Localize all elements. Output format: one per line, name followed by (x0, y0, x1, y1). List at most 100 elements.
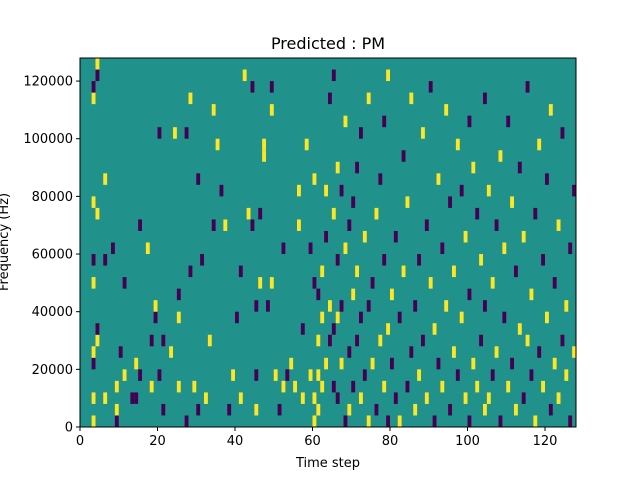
heatmap-cell (498, 415, 503, 427)
plot-area (79, 57, 577, 428)
heatmap-cell (258, 277, 263, 289)
heatmap-cell (452, 265, 456, 278)
heatmap-cell (459, 311, 464, 324)
heatmap-cell (273, 369, 278, 381)
heatmap-cell (490, 369, 495, 381)
y-tick-label: 120000 (23, 75, 73, 90)
heatmap-cell (219, 184, 224, 197)
heatmap-cell (339, 184, 344, 197)
heatmap-cell (91, 92, 96, 105)
heatmap-cell (95, 323, 100, 335)
heatmap-cell (91, 357, 96, 370)
heatmap-cell (188, 265, 193, 278)
heatmap-cell (374, 403, 379, 416)
heatmap-cell (91, 392, 96, 404)
heatmap-cell (316, 334, 321, 347)
heatmap-cell (545, 311, 549, 324)
heatmap-cell (242, 69, 247, 82)
heatmap-cell (401, 150, 406, 162)
heatmap-cell (428, 277, 433, 289)
heatmap-cell (440, 242, 445, 255)
heatmap-cell (393, 230, 398, 243)
heatmap-cell (339, 357, 344, 370)
heatmap-cell (359, 392, 363, 404)
heatmap-cell (320, 311, 325, 324)
heatmap-cell (227, 403, 232, 416)
heatmap-cell (421, 127, 425, 139)
heatmap-cell (207, 334, 212, 347)
heatmap-cell (118, 346, 123, 358)
heatmap-cell (304, 138, 309, 151)
heatmap-cell (335, 392, 340, 404)
heatmap-cell (262, 138, 266, 151)
heatmap-cell (452, 346, 456, 358)
heatmap-cell (564, 300, 569, 312)
x-tick-label: 80 (382, 434, 399, 449)
heatmap-cell (417, 254, 421, 266)
heatmap-cell (347, 346, 352, 358)
heatmap-cell (564, 369, 569, 381)
x-tick-label: 20 (149, 434, 166, 449)
heatmap-cell (413, 300, 418, 312)
heatmap-cell (494, 346, 499, 358)
heatmap-cell (440, 380, 445, 393)
heatmap-cell (525, 81, 530, 93)
heatmap-cell (211, 219, 216, 231)
heatmap-cell (386, 415, 390, 427)
heatmap-cell (91, 277, 96, 289)
heatmap-cell (184, 415, 189, 427)
heatmap-cell (529, 369, 534, 381)
heatmap-cell (153, 300, 158, 312)
heatmap-cell (397, 311, 402, 324)
heatmap-cell (335, 161, 340, 174)
heatmap-cell (266, 300, 270, 312)
heatmap-cell (285, 369, 290, 381)
heatmap-cell (459, 184, 464, 197)
heatmap-cell (502, 242, 507, 255)
heatmap-cell (145, 242, 150, 255)
x-tick-label: 60 (304, 434, 321, 449)
heatmap-cell (176, 380, 181, 393)
heatmap-cell (335, 254, 340, 266)
heatmap-cell (483, 92, 487, 105)
heatmap-cell (223, 219, 228, 231)
heatmap-cell (343, 415, 348, 427)
y-tick-label: 80000 (32, 190, 73, 205)
heatmap-cell (548, 403, 553, 416)
heatmap-cell (343, 242, 348, 255)
heatmap-cell (289, 357, 294, 370)
heatmap-cell (134, 357, 139, 370)
heatmap-cell (479, 334, 483, 347)
heatmap-cell (95, 58, 100, 70)
x-tick-label: 120 (533, 434, 558, 449)
heatmap-cell (490, 277, 495, 289)
heatmap-cell (382, 380, 387, 393)
heatmap-cell (312, 277, 317, 289)
heatmap-cell (374, 207, 379, 220)
heatmap-cell (300, 392, 305, 404)
heatmap-cell (308, 369, 313, 381)
y-tick-label: 100000 (23, 132, 73, 147)
heatmap-cell (312, 415, 317, 427)
heatmap-cell (552, 357, 557, 370)
heatmap-cell (134, 392, 139, 404)
heatmap-cell (455, 369, 460, 381)
y-tick-label: 40000 (32, 305, 73, 320)
heatmap-cell (130, 392, 135, 404)
heatmap-cell (111, 242, 115, 255)
heatmap-cell (370, 277, 375, 289)
heatmap-cell (545, 173, 549, 185)
heatmap-cell (331, 69, 336, 82)
heatmap-cell (328, 92, 332, 105)
heatmap-cell (176, 311, 181, 324)
heatmap-cell (316, 288, 321, 301)
plot-frame (79, 57, 577, 428)
heatmap-cell (525, 334, 530, 347)
heatmap-cell (211, 104, 216, 116)
heatmap-cell (281, 242, 286, 255)
heatmap-cell (413, 403, 418, 416)
heatmap-cell (347, 403, 352, 416)
heatmap-cell (91, 346, 96, 358)
heatmap-cell (494, 219, 499, 231)
heatmap-cell (359, 311, 363, 324)
